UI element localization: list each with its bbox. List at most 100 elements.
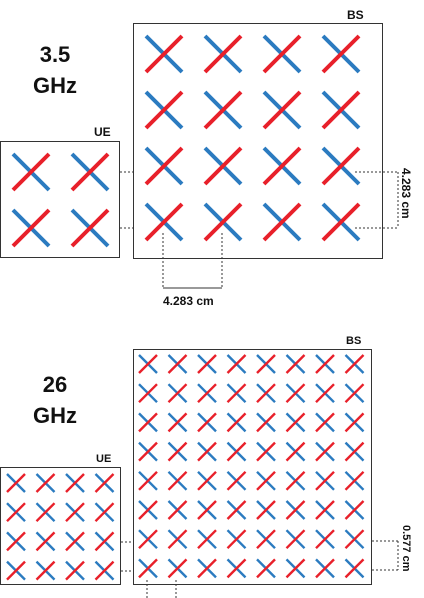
- bottom-bs-element: [315, 500, 335, 520]
- red-polarization-dipole: [11, 152, 51, 192]
- bottom-ue-element: [65, 502, 85, 523]
- red-polarization-dipole: [262, 202, 302, 242]
- red-polarization-dipole: [321, 202, 361, 242]
- red-polarization-dipole: [344, 529, 365, 550]
- bottom-bs-element: [285, 383, 306, 404]
- red-polarization-dipole: [6, 473, 26, 493]
- red-polarization-dipole: [315, 383, 335, 404]
- red-polarization-dipole: [285, 441, 306, 462]
- red-polarization-dipole: [70, 152, 110, 192]
- bottom-ue-element: [35, 502, 56, 523]
- red-polarization-dipole: [167, 354, 188, 374]
- red-polarization-dipole: [285, 558, 306, 579]
- bottom-bs-element: [285, 354, 306, 374]
- red-polarization-dipole: [226, 412, 247, 433]
- bottom-bs-element: [197, 383, 217, 404]
- bottom-bs-element: [197, 441, 217, 462]
- top-horizontal-spacing: 4.283 cm: [163, 294, 214, 308]
- top-bs-element: [203, 34, 243, 74]
- top-bs-element: [262, 34, 302, 74]
- bottom-bs-element: [138, 441, 158, 462]
- top-ue-label: UE: [94, 125, 111, 139]
- red-polarization-dipole: [315, 441, 335, 462]
- red-polarization-dipole: [315, 354, 335, 374]
- red-polarization-dipole: [6, 560, 26, 581]
- top-bs-element: [321, 202, 361, 242]
- bottom-ue-element: [35, 531, 56, 552]
- red-polarization-dipole: [167, 500, 188, 520]
- top-bs-element: [262, 90, 302, 130]
- red-polarization-dipole: [226, 558, 247, 579]
- bottom-bs-element: [138, 470, 158, 491]
- bottom-bs-element: [344, 470, 365, 491]
- red-polarization-dipole: [315, 470, 335, 491]
- bottom-ue-element: [65, 531, 85, 552]
- bottom-bs-element: [315, 383, 335, 404]
- red-polarization-dipole: [262, 146, 302, 186]
- red-polarization-dipole: [226, 354, 247, 374]
- red-polarization-dipole: [315, 500, 335, 520]
- bottom-bs-element: [197, 558, 217, 579]
- red-polarization-dipole: [197, 412, 217, 433]
- bottom-bs-element: [197, 500, 217, 520]
- red-polarization-dipole: [285, 500, 306, 520]
- red-polarization-dipole: [344, 558, 365, 579]
- bottom-bs-element: [138, 500, 158, 520]
- bottom-bs-element: [138, 558, 158, 579]
- bottom-bs-element: [197, 354, 217, 374]
- red-polarization-dipole: [344, 441, 365, 462]
- bottom-ue-array: [0, 467, 121, 585]
- bottom-bs-element: [256, 354, 276, 374]
- top-bs-element: [321, 146, 361, 186]
- bottom-ue-element: [6, 560, 26, 581]
- red-polarization-dipole: [285, 470, 306, 491]
- bottom-bs-element: [315, 529, 335, 550]
- red-polarization-dipole: [167, 529, 188, 550]
- bottom-bs-element: [344, 354, 365, 374]
- bottom-ue-element: [94, 531, 115, 552]
- top-bs-element: [144, 34, 184, 74]
- bottom-ue-element: [6, 531, 26, 552]
- red-polarization-dipole: [167, 470, 188, 491]
- red-polarization-dipole: [256, 500, 276, 520]
- top-frequency-label: 3.5 GHz: [0, 40, 110, 102]
- bottom-ue-element: [35, 473, 56, 493]
- bottom-bs-element: [197, 412, 217, 433]
- top-ue-element: [11, 152, 51, 192]
- bottom-bs-array: [133, 349, 372, 585]
- red-polarization-dipole: [167, 441, 188, 462]
- top-ue-element: [11, 208, 51, 248]
- bottom-bs-label: BS: [346, 335, 362, 347]
- bottom-bs-element: [315, 558, 335, 579]
- red-polarization-dipole: [321, 34, 361, 74]
- top-bs-elements: [144, 34, 361, 242]
- bottom-bs-element: [344, 500, 365, 520]
- red-polarization-dipole: [144, 34, 184, 74]
- bottom-bs-element: [256, 441, 276, 462]
- bottom-bs-element: [344, 441, 365, 462]
- top-bs-element: [203, 90, 243, 130]
- bottom-bs-element: [226, 412, 247, 433]
- bottom-bs-element: [138, 383, 158, 404]
- top-bs-element: [144, 202, 184, 242]
- red-polarization-dipole: [197, 470, 217, 491]
- bottom-frequency-unit: GHz: [33, 402, 77, 428]
- red-polarization-dipole: [197, 529, 217, 550]
- top-ue-elements: [11, 152, 110, 248]
- red-polarization-dipole: [321, 90, 361, 130]
- red-polarization-dipole: [138, 470, 158, 491]
- bottom-ue-elements: [6, 473, 115, 581]
- red-polarization-dipole: [11, 208, 51, 248]
- bottom-bs-element: [256, 529, 276, 550]
- bottom-bs-element: [138, 354, 158, 374]
- red-polarization-dipole: [94, 473, 115, 493]
- red-polarization-dipole: [70, 208, 110, 248]
- bottom-bs-element: [226, 529, 247, 550]
- top-bs-label: BS: [347, 8, 364, 22]
- bottom-bs-element: [344, 383, 365, 404]
- red-polarization-dipole: [256, 383, 276, 404]
- red-polarization-dipole: [167, 383, 188, 404]
- red-polarization-dipole: [65, 473, 85, 493]
- red-polarization-dipole: [138, 558, 158, 579]
- red-polarization-dipole: [138, 383, 158, 404]
